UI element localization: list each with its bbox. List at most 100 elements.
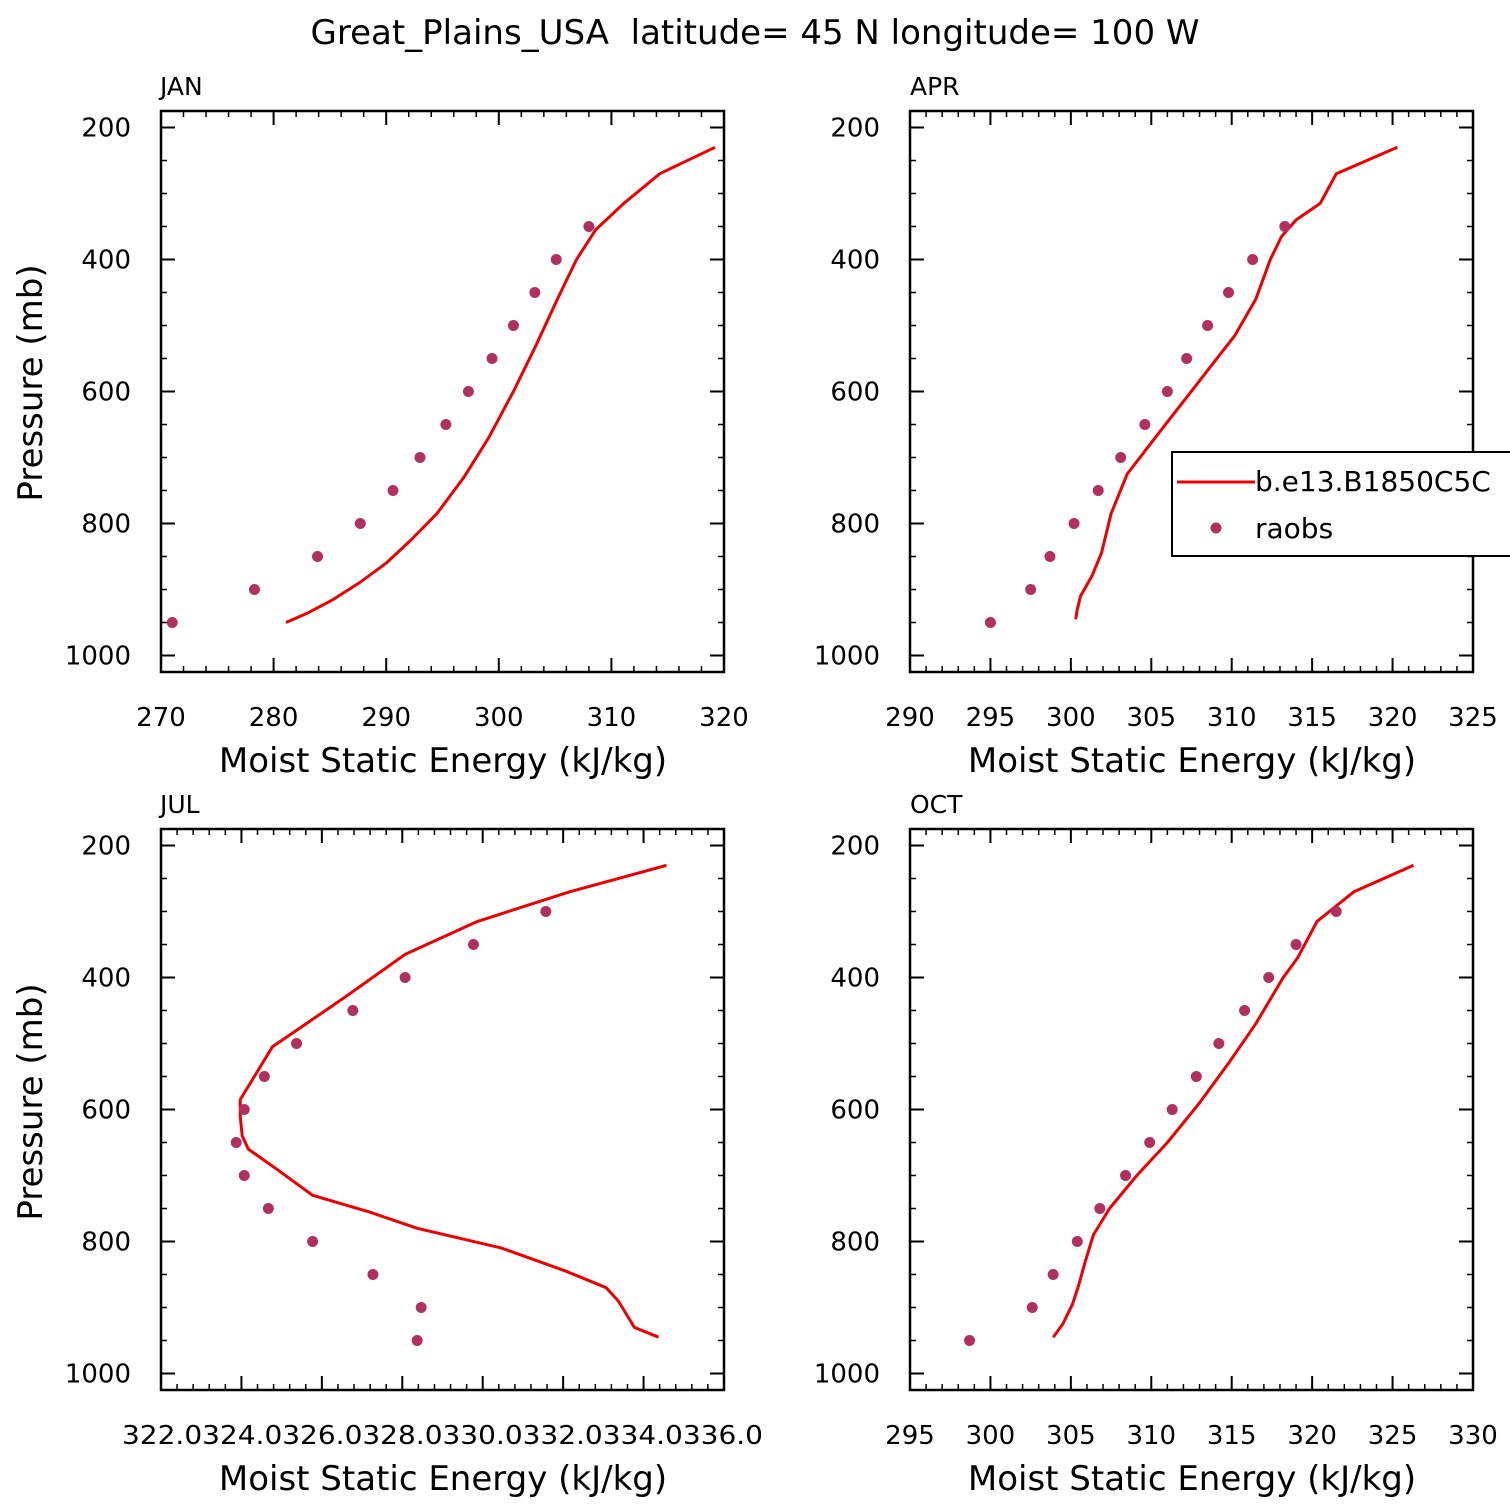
y-tick-label: 1000 [814, 1360, 880, 1390]
data-point-raobs-jan [248, 584, 260, 595]
legend-dot-swatch [1210, 522, 1222, 534]
y-tick-label: 600 [830, 378, 880, 408]
x-tick-label: 310 [587, 703, 637, 733]
x-tick-label: 325 [1368, 1421, 1418, 1451]
panel-jul: JUL Moist Static Energy (kJ/kg) Pressure… [11, 790, 763, 1499]
x-axis-label-jul: Moist Static Energy (kJ/kg) [219, 1459, 667, 1499]
y-tick-label: 400 [81, 964, 131, 994]
figure-title: Great_Plains_USA latitude= 45 N longitud… [311, 13, 1200, 53]
plot-frame-jan [159, 109, 726, 674]
data-point-raobs-oct [1047, 1269, 1059, 1280]
x-tick-label: 295 [885, 1421, 935, 1451]
data-point-raobs-jul [230, 1137, 242, 1148]
data-point-raobs-jul [467, 939, 479, 950]
y-tick-label: 800 [81, 510, 131, 540]
data-point-raobs-apr [1202, 320, 1214, 331]
data-point-raobs-jan [462, 386, 474, 397]
data-point-raobs-jan [166, 617, 178, 628]
x-axis-label-jan: Moist Static Energy (kJ/kg) [219, 741, 667, 781]
x-tick-label: 290 [885, 703, 935, 733]
data-point-raobs-apr [984, 617, 996, 628]
data-point-raobs-jul [399, 972, 411, 983]
data-point-raobs-jul [347, 1005, 359, 1016]
y-tick-label: 600 [81, 1096, 131, 1126]
data-point-raobs-jan [550, 254, 562, 265]
legend-box [1171, 451, 1510, 557]
x-tick-label: 310 [1126, 1421, 1176, 1451]
x-tick-label: 300 [966, 1421, 1016, 1451]
series-line-model-jan [285, 145, 716, 624]
x-tick-label: 300 [474, 703, 524, 733]
y-axis-label-jan: Pressure (mb) [11, 264, 51, 501]
data-point-raobs-apr [1068, 518, 1080, 529]
x-tick-label: 315 [1287, 703, 1337, 733]
data-point-raobs-oct [1239, 1005, 1251, 1016]
data-point-raobs-oct [1144, 1137, 1156, 1148]
data-point-raobs-oct [1071, 1236, 1083, 1247]
x-tick-label: 320 [699, 703, 749, 733]
data-point-raobs-apr [1025, 584, 1037, 595]
data-point-raobs-apr [1044, 551, 1056, 562]
y-tick-label: 200 [81, 832, 131, 862]
x-tick-label: 330 [1448, 1421, 1498, 1451]
data-point-raobs-jan [312, 551, 324, 562]
data-point-raobs-jan [507, 320, 519, 331]
x-tick-label: 320 [1368, 703, 1418, 733]
x-tick-label: 300 [1046, 703, 1096, 733]
y-tick-label: 400 [81, 246, 131, 276]
data-point-raobs-jul [411, 1335, 423, 1346]
x-tick-label: 305 [1126, 703, 1176, 733]
data-point-raobs-jan [440, 419, 452, 430]
data-point-raobs-oct [1190, 1071, 1202, 1082]
data-point-raobs-apr [1279, 221, 1291, 232]
x-axis-label-oct: Moist Static Energy (kJ/kg) [968, 1459, 1416, 1499]
data-point-raobs-apr [1092, 485, 1104, 496]
panel-oct: OCT Moist Static Energy (kJ/kg) 295 300 30… [814, 790, 1498, 1499]
data-point-raobs-jul [367, 1269, 379, 1280]
data-point-raobs-oct [1120, 1170, 1132, 1181]
data-point-raobs-jan [486, 353, 498, 364]
data-point-raobs-jan [583, 221, 595, 232]
y-tick-label: 1000 [65, 642, 131, 672]
data-point-raobs-jul [415, 1302, 427, 1313]
data-point-raobs-apr [1115, 452, 1127, 463]
data-point-raobs-apr [1247, 254, 1259, 265]
data-point-raobs-jul [238, 1104, 250, 1115]
legend: b.e13.B1850C5C raobs [1171, 451, 1510, 557]
y-tick-label: 800 [830, 1228, 880, 1258]
panel-label-jul: JUL [158, 790, 200, 819]
series-line-model-apr [1074, 145, 1398, 620]
y-tick-label: 600 [81, 378, 131, 408]
x-tick-label: 325 [1448, 703, 1498, 733]
data-point-raobs-jan [529, 287, 541, 298]
y-tick-label: 400 [830, 964, 880, 994]
data-point-raobs-oct [1026, 1302, 1038, 1313]
panel-apr: APR Moist Static Energy (kJ/kg) 290 295 30… [814, 72, 1498, 781]
data-point-raobs-oct [1213, 1038, 1225, 1049]
y-tick-label: 800 [81, 1228, 131, 1258]
panel-jan: JAN Moist Static Energy (kJ/kg) Pressure… [11, 72, 749, 781]
data-point-raobs-oct [1263, 972, 1275, 983]
data-point-raobs-jul [307, 1236, 319, 1247]
data-point-raobs-apr [1222, 287, 1234, 298]
data-point-raobs-oct [1166, 1104, 1178, 1115]
x-axis-label-apr: Moist Static Energy (kJ/kg) [968, 741, 1416, 781]
data-point-raobs-oct [1330, 906, 1342, 917]
data-point-raobs-jul [238, 1170, 250, 1181]
panel-label-oct: OCT [910, 790, 963, 819]
y-tick-label: 200 [830, 114, 880, 144]
data-point-raobs-oct [1290, 939, 1302, 950]
data-point-raobs-jul [262, 1203, 274, 1214]
y-tick-label: 400 [830, 246, 880, 276]
data-point-raobs-jan [387, 485, 399, 496]
data-point-raobs-jan [414, 452, 426, 463]
data-point-raobs-jul [291, 1038, 303, 1049]
x-tick-label: 295 [966, 703, 1016, 733]
x-tick-label: 270 [136, 703, 186, 733]
data-point-raobs-oct [964, 1335, 976, 1346]
series-line-model-oct [1051, 863, 1415, 1339]
data-point-raobs-apr [1161, 386, 1173, 397]
x-tick-label: 280 [249, 703, 299, 733]
x-tick-label: 315 [1207, 1421, 1257, 1451]
y-tick-label: 1000 [65, 1360, 131, 1390]
